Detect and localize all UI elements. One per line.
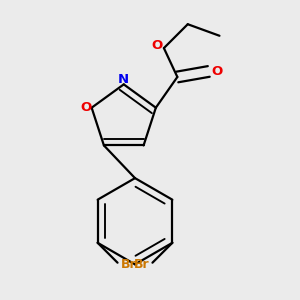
- Text: N: N: [118, 74, 129, 86]
- Text: O: O: [212, 65, 223, 78]
- Text: Br: Br: [121, 258, 136, 271]
- Text: O: O: [80, 101, 92, 114]
- Text: O: O: [152, 39, 163, 52]
- Text: Br: Br: [134, 258, 149, 271]
